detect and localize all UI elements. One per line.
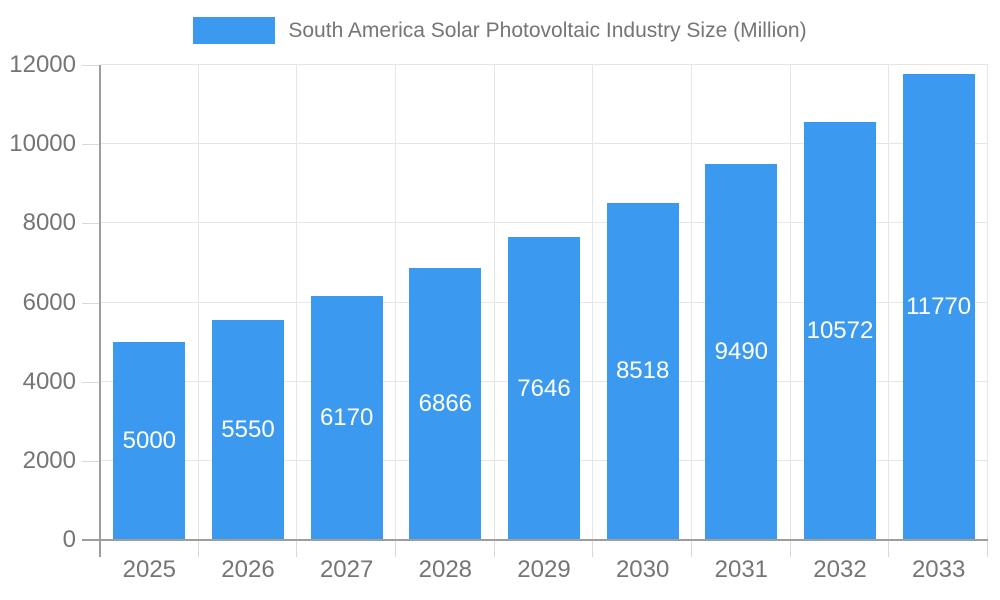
y-tick-marks (82, 65, 100, 540)
y-tick-label: 6000 (22, 288, 76, 316)
x-tick (197, 541, 199, 557)
bar-2027[interactable]: 6170 (310, 295, 383, 540)
legend[interactable]: South America Solar Photovoltaic Industr… (0, 17, 1000, 44)
bar-2033[interactable]: 11770 (902, 74, 975, 540)
y-tick (82, 144, 100, 146)
bar-value-label: 10572 (806, 316, 874, 344)
y-tick-label: 4000 (22, 367, 76, 395)
bar-2026[interactable]: 5550 (212, 320, 284, 540)
v-gridline (690, 65, 692, 540)
bar-value-label: 9490 (714, 338, 769, 366)
bar-2029[interactable]: 7646 (508, 237, 580, 540)
x-tick-label: 2031 (714, 556, 769, 583)
bar-2028[interactable]: 6866 (409, 268, 482, 540)
y-tick-label: 0 (62, 526, 76, 553)
bar-2031[interactable]: 9490 (705, 164, 778, 540)
x-tick (493, 541, 495, 557)
h-gridline (100, 222, 988, 224)
x-tick (987, 541, 988, 557)
x-tick-label: 2025 (122, 556, 177, 583)
x-tick (592, 541, 594, 557)
x-tick (690, 541, 692, 557)
h-gridline (100, 64, 988, 65)
y-tick (82, 223, 100, 225)
v-gridline (592, 65, 594, 540)
y-tick (82, 302, 100, 304)
bar-value-label: 5550 (221, 416, 275, 444)
x-axis-labels: 2025 2026 2027 2028 2029 2030 2031 2032 2033 (100, 558, 988, 590)
v-gridline (888, 65, 890, 540)
h-gridline (100, 143, 988, 145)
x-tick-label: 2026 (221, 556, 275, 583)
y-tick (82, 381, 100, 383)
bar-value-label: 11770 (906, 293, 972, 321)
x-tick-label: 2028 (418, 556, 473, 583)
x-tick-marks (100, 541, 988, 557)
bar-value-label: 6170 (319, 403, 374, 431)
x-tick-label: 2027 (319, 556, 374, 583)
v-gridline (296, 65, 298, 540)
x-tick (789, 541, 791, 557)
bar-value-label: 6866 (418, 390, 473, 418)
y-axis-labels: 0 2000 4000 6000 8000 10000 12000 (0, 53, 76, 552)
v-gridline (987, 65, 988, 540)
x-tick (888, 541, 890, 557)
y-tick-label: 8000 (22, 209, 76, 237)
y-tick-label: 12000 (9, 51, 76, 78)
x-tick-label: 2030 (615, 556, 670, 583)
v-gridline (493, 65, 495, 540)
x-tick-label: 2032 (813, 556, 867, 583)
plot-area: 5000 5550 6170 6866 7646 8518 9490 10572 11770 (100, 64, 988, 540)
y-tick (82, 65, 100, 66)
bar-value-label: 7646 (517, 374, 571, 402)
x-tick (296, 541, 298, 557)
x-tick-label: 2029 (517, 556, 571, 583)
y-tick (82, 460, 100, 462)
legend-label: South America Solar Photovoltaic Industr… (288, 18, 807, 42)
y-axis-line (99, 65, 101, 557)
x-tick (394, 541, 396, 557)
y-tick-label: 2000 (22, 446, 76, 474)
v-gridline (789, 65, 791, 540)
v-gridline (197, 65, 199, 540)
y-tick-label: 10000 (9, 130, 76, 158)
bar-2032[interactable]: 10572 (804, 121, 876, 540)
bar-value-label: 8518 (615, 357, 670, 385)
v-gridline (394, 65, 396, 540)
x-tick-label: 2033 (911, 556, 966, 583)
bar-2030[interactable]: 8518 (606, 202, 679, 540)
legend-swatch (193, 17, 276, 44)
bar-value-label: 5000 (122, 427, 177, 455)
bar-2025[interactable]: 5000 (113, 342, 186, 540)
x-axis-line (82, 539, 988, 541)
